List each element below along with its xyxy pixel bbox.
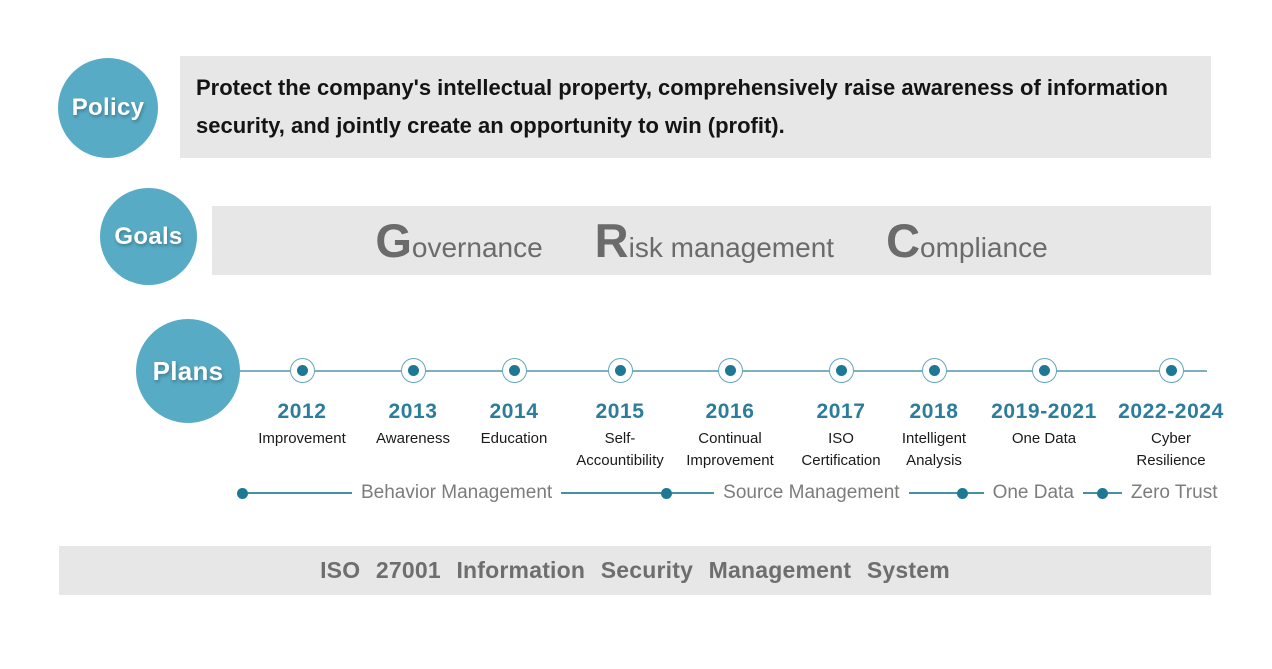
timeline-dot-icon [508,365,520,376]
goal-governance-initial: G [375,214,412,267]
phase-behavior-management: Behavior Management [361,482,553,503]
phase-connector [561,492,662,494]
milestone-label: Education [480,430,548,447]
milestone-year: 2014 [489,400,539,423]
timeline-marker-icon [607,358,633,383]
milestone-year: 2015 [595,400,645,423]
timeline-marker-icon [400,358,426,383]
phase-connector [967,492,984,494]
timeline-marker-icon [501,358,527,383]
timeline-dot-icon [296,365,308,376]
policy-circle-label: Policy [71,94,145,121]
phase-connector [1082,492,1097,494]
milestone-2022-2024: 2022-2024 Cyber Resilience [1096,358,1246,472]
goal-governance-rest: overnance [411,232,543,263]
milestone-2018: 2018 Intelligent Analysis [859,358,1009,472]
goal-risk-rest: isk management [628,232,835,263]
milestone-label: Improvement [258,430,346,447]
phase-connector [908,492,957,494]
timeline-marker-icon [1031,358,1057,383]
phase-dot-icon [661,487,673,499]
milestone-year: 2016 [705,400,755,423]
phase-dot-icon [237,487,248,499]
milestone-year: 2018 [909,400,959,423]
timeline-dot-icon [614,365,626,376]
timeline-marker-icon [1158,358,1184,383]
footer-title: ISO 27001 Information Security Managemen… [320,557,950,583]
milestone-year: 2013 [388,400,438,423]
phase-connector [248,492,352,494]
milestone-label: One Data [1011,430,1077,447]
phase-connector [672,492,715,494]
milestone-2015: 2015 Self- Accountibility [545,358,695,472]
milestone-2019-2021: 2019-2021 One Data [969,358,1119,450]
policy-statement: Protect the company's intellectual prope… [196,75,1168,138]
timeline-marker-icon [921,358,947,383]
timeline-dot-icon [724,365,736,376]
milestone-label: Continual Improvement [686,430,774,469]
phase-dot-icon [956,487,968,499]
goal-compliance-rest: ompliance [920,232,1048,263]
milestone-2012: 2012 Improvement [227,358,377,450]
phase-zero-trust: Zero Trust [1130,482,1218,503]
milestone-label: Cyber Resilience [1136,430,1206,469]
timeline-marker-icon [289,358,315,383]
timeline-dot-icon [835,365,847,376]
milestone-year: 2012 [277,400,327,423]
plans-circle-label: Plans [152,355,224,386]
milestone-label: Self- Accountibility [576,430,664,469]
milestone-2014: 2014 Education [439,358,589,450]
milestone-2013: 2013 Awareness [338,358,488,450]
milestone-label: Intelligent Analysis [901,430,967,469]
phase-one-data: One Data [992,482,1074,503]
phases-row: Behavior Management Source Management On… [237,482,1229,504]
goal-risk-initial: R [594,214,629,267]
milestone-year: 2017 [816,400,866,423]
milestone-2017: 2017 ISO Certification [766,358,916,472]
timeline-dot-icon [928,365,940,376]
footer-bar: ISO 27001 Information Security Managemen… [59,546,1211,595]
timeline-dot-icon [1165,365,1177,376]
milestone-label: Awareness [376,430,450,447]
milestone-2016: 2016 Continual Improvement [655,358,805,472]
timeline-marker-icon [717,358,743,383]
policy-box: Protect the company's intellectual prope… [180,56,1211,158]
policy-circle: Policy [58,58,158,158]
phase-source-management: Source Management [723,482,900,503]
phase-connector [1107,492,1122,494]
milestone-label: ISO Certification [801,430,881,469]
plans-circle: Plans [136,319,240,423]
timeline-dot-icon [1038,365,1050,376]
goals-circle: Goals [100,188,197,285]
goals-circle-label: Goals [114,222,183,250]
milestone-year: 2022-2024 [1118,400,1224,423]
timeline-dot-icon [407,365,419,376]
phase-dot-icon [1096,487,1108,499]
goal-compliance-initial: C [886,214,921,267]
milestone-year: 2019-2021 [991,400,1097,423]
timeline-marker-icon [828,358,854,383]
